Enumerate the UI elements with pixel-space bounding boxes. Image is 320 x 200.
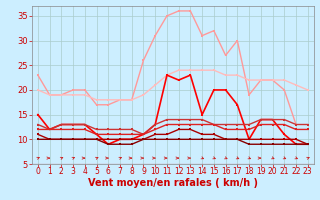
X-axis label: Vent moyen/en rafales ( km/h ): Vent moyen/en rafales ( km/h ) xyxy=(88,178,258,188)
